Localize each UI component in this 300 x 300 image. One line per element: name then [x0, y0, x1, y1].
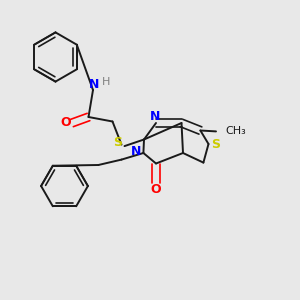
Text: O: O: [60, 116, 71, 130]
Text: O: O: [151, 183, 161, 196]
Text: N: N: [150, 110, 161, 124]
Text: CH₃: CH₃: [225, 126, 246, 136]
Text: N: N: [89, 78, 100, 91]
Text: S: S: [212, 137, 220, 151]
Text: S: S: [113, 136, 122, 149]
Text: N: N: [131, 145, 141, 158]
Text: H: H: [101, 76, 110, 87]
